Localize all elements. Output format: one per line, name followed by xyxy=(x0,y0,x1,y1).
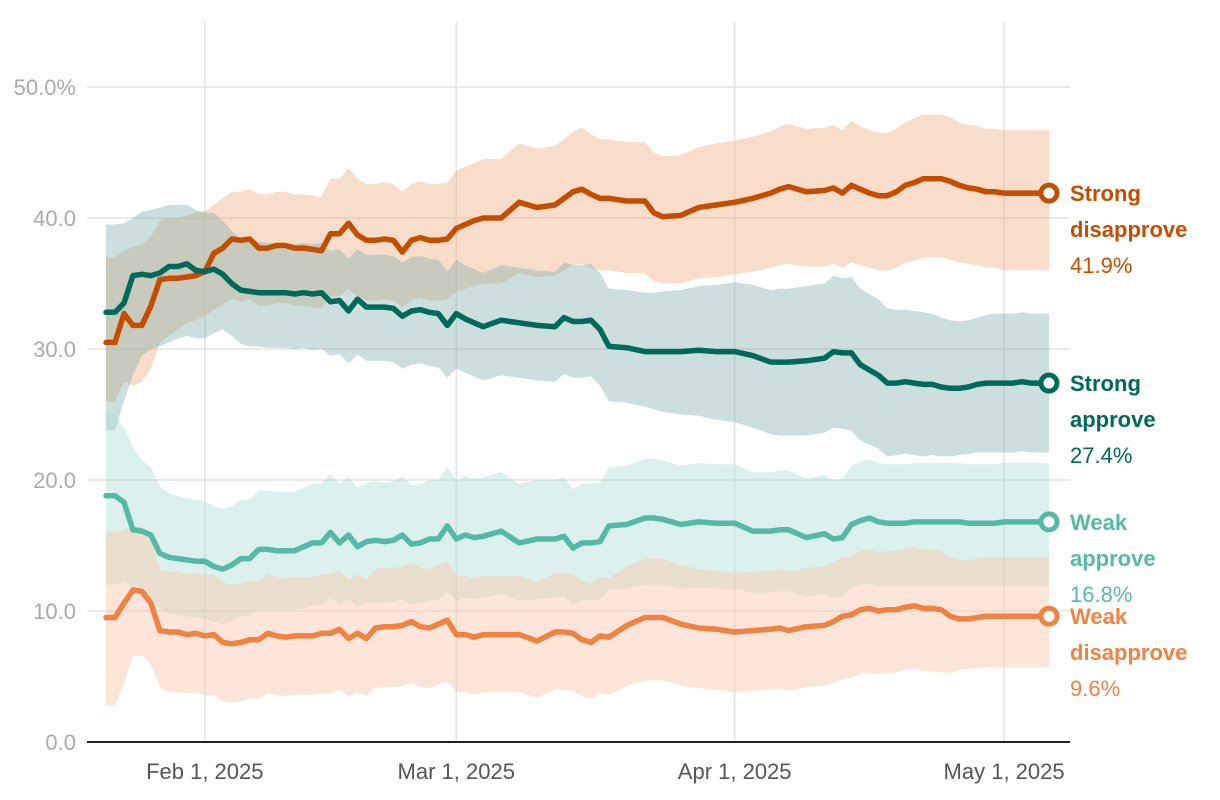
y-tick-label: 30.0 xyxy=(33,337,76,362)
end-marker xyxy=(1038,605,1060,627)
y-tick-label: 10.0 xyxy=(33,599,76,624)
series-label: Strong xyxy=(1070,371,1141,396)
series-lines xyxy=(103,175,1052,647)
line-weak-approve xyxy=(103,492,1052,572)
end-marker xyxy=(1038,511,1060,533)
confidence-bands xyxy=(106,114,1049,706)
series-value-label: 9.6% xyxy=(1070,676,1120,701)
y-tick-label: 40.0 xyxy=(33,206,76,231)
axes: 0.0 10.0 20.0 30.0 40.0 50.0% Feb 1, 2025 Mar 1… xyxy=(14,75,1070,784)
y-tick-label: 0.0 xyxy=(45,730,76,755)
series-label: disapprove xyxy=(1070,640,1187,665)
series-label: approve xyxy=(1070,546,1156,571)
y-tick-label: 50.0% xyxy=(14,75,76,100)
series-value-label: 27.4% xyxy=(1070,443,1132,468)
x-tick-label: Mar 1, 2025 xyxy=(398,759,515,784)
line-strong-approve xyxy=(103,261,1052,392)
x-tick-label: Feb 1, 2025 xyxy=(146,759,263,784)
band-strong-disapprove xyxy=(106,114,1049,402)
end-marker xyxy=(1038,182,1060,204)
series-value-label: 16.8% xyxy=(1070,582,1132,607)
band-weak-approve xyxy=(106,414,1049,625)
end-labels: Strong disapprove 41.9% Strong approve 27.4% W… xyxy=(1038,181,1187,701)
x-tick-label: Apr 1, 2025 xyxy=(678,759,792,784)
series-value-label: 41.9% xyxy=(1070,253,1132,278)
y-tick-label: 20.0 xyxy=(33,468,76,493)
line-weak-disapprove xyxy=(103,587,1052,647)
x-tick-label: May 1, 2025 xyxy=(944,759,1065,784)
band-weak-disapprove xyxy=(106,525,1049,706)
band-strong-approve xyxy=(106,204,1049,457)
end-marker xyxy=(1038,372,1060,394)
line-strong-disapprove xyxy=(103,175,1052,346)
series-label: approve xyxy=(1070,407,1156,432)
series-label: disapprove xyxy=(1070,217,1187,242)
series-label: Weak xyxy=(1070,604,1128,629)
series-label: Strong xyxy=(1070,181,1141,206)
series-label: Weak xyxy=(1070,510,1128,535)
